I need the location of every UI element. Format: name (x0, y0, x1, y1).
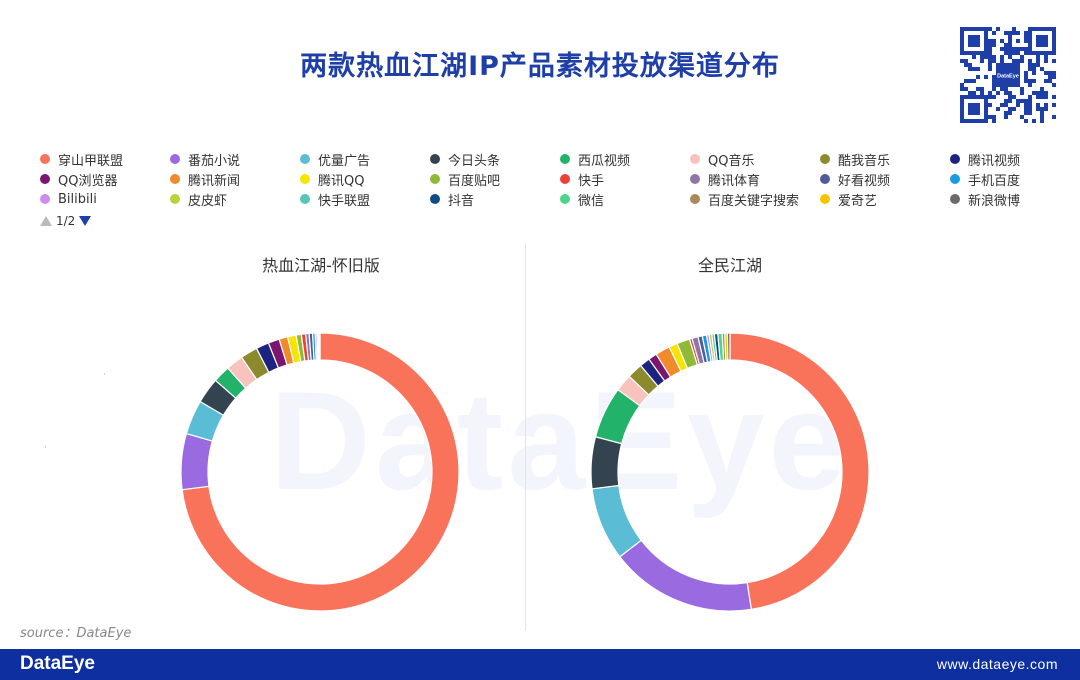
legend-dot (950, 174, 960, 184)
legend-label: 抖音 (448, 193, 475, 209)
legend-dot (430, 194, 440, 204)
chart-title-left: 热血江湖-怀旧版 (262, 256, 380, 275)
legend-item[interactable]: 今日头条 (430, 150, 501, 169)
watermark-logo: DataEye (269, 362, 851, 519)
footer-bar: DataEye www.dataeye.com (0, 649, 1080, 680)
legend-label: 快手联盟 (318, 193, 371, 209)
legend-pager: 1/2 (40, 214, 92, 228)
legend-label: QQ音乐 (708, 153, 755, 169)
legend-dot (300, 194, 310, 204)
legend-label: 皮皮虾 (188, 193, 228, 209)
legend-item[interactable]: QQ浏览器 (40, 170, 118, 189)
legend-dot (430, 154, 440, 164)
legend-dot (950, 154, 960, 164)
decor-mark: · (103, 370, 106, 380)
decor-mark: · (44, 443, 47, 453)
donut-slice-穿山甲联盟[interactable] (181, 332, 460, 612)
donut-slice-番茄小说[interactable] (180, 432, 214, 491)
legend-label: 穿山甲联盟 (58, 153, 124, 169)
legend-dot (170, 154, 180, 164)
donut-slice-穿山甲联盟[interactable] (729, 332, 870, 611)
legend-label: 爱奇艺 (838, 193, 878, 209)
legend-label: 手机百度 (968, 173, 1021, 189)
qr-code-icon: DataEye (960, 27, 1056, 123)
legend-item[interactable]: 腾讯新闻 (170, 170, 241, 189)
qr-logo-text: DataEye (997, 74, 1019, 80)
legend-label: 百度贴吧 (448, 173, 501, 189)
legend-dot (690, 154, 700, 164)
legend-item[interactable]: 好看视频 (820, 170, 891, 189)
legend-item[interactable]: 腾讯视频 (950, 150, 1021, 169)
legend-dot (170, 174, 180, 184)
legend-dot (40, 154, 50, 164)
legend-item[interactable]: 穿山甲联盟 (40, 150, 124, 169)
legend-item[interactable]: 酷我音乐 (820, 150, 891, 169)
legend-dot (40, 194, 50, 204)
legend-label: 快手 (578, 173, 605, 189)
legend-dot (560, 174, 570, 184)
page-up-icon[interactable] (40, 216, 52, 226)
footer-url[interactable]: www.dataeye.com (936, 656, 1058, 672)
chart-divider (525, 243, 526, 631)
legend-label: 腾讯体育 (708, 173, 761, 189)
legend-item[interactable]: Bilibili (40, 190, 97, 208)
legend-item[interactable]: 番茄小说 (170, 150, 241, 169)
legend-dot (170, 194, 180, 204)
legend-label: 西瓜视频 (578, 153, 631, 169)
legend-label: Bilibili (58, 191, 97, 207)
donut-slice-优量广告[interactable] (591, 484, 643, 558)
footer-logo: DataEye (20, 653, 95, 674)
donut-left (180, 332, 460, 612)
legend-dot (560, 194, 570, 204)
legend-label: 微信 (578, 193, 605, 209)
legend-item[interactable]: 皮皮虾 (170, 190, 228, 209)
legend-dot (560, 154, 570, 164)
legend-dot (40, 174, 50, 184)
legend-label: 好看视频 (838, 173, 891, 189)
page-title: 两款热血江湖IP产品素材投放渠道分布 (300, 51, 780, 82)
legend-dot (820, 194, 830, 204)
legend-dot (300, 154, 310, 164)
legend-label: 腾讯新闻 (188, 173, 241, 189)
legend-label: QQ浏览器 (58, 173, 118, 189)
legend-item[interactable]: 腾讯QQ (300, 170, 365, 189)
legend-item[interactable]: 微信 (560, 190, 605, 209)
pager-label: 1/2 (56, 214, 76, 228)
donut-right (590, 332, 870, 612)
donut-slice-番茄小说[interactable] (618, 539, 753, 612)
legend-dot (950, 194, 960, 204)
legend-item[interactable]: 手机百度 (950, 170, 1021, 189)
legend-item[interactable]: 抖音 (430, 190, 475, 209)
legend-label: 优量广告 (318, 153, 371, 169)
legend-dot (820, 174, 830, 184)
legend-label: 番茄小说 (188, 153, 241, 169)
source-note: source：DataEye (20, 626, 132, 641)
legend-dot (690, 174, 700, 184)
legend-label: 腾讯QQ (318, 173, 365, 189)
legend-label: 新浪微博 (968, 193, 1021, 209)
legend-label: 今日头条 (448, 153, 501, 169)
page-down-icon[interactable] (79, 216, 92, 226)
legend-item[interactable]: QQ音乐 (690, 150, 755, 169)
donut-slice-今日头条[interactable] (590, 436, 623, 490)
legend-item[interactable]: 百度关键字搜索 (690, 190, 800, 209)
legend-item[interactable]: 优量广告 (300, 150, 371, 169)
legend-dot (820, 154, 830, 164)
legend-item[interactable]: 西瓜视频 (560, 150, 631, 169)
legend-item[interactable]: 腾讯体育 (690, 170, 761, 189)
legend-label: 腾讯视频 (968, 153, 1021, 169)
legend-item[interactable]: 快手联盟 (300, 190, 371, 209)
legend-item[interactable]: 快手 (560, 170, 605, 189)
donut-slice-新浪微博[interactable] (726, 332, 731, 361)
legend-label: 百度关键字搜索 (708, 193, 800, 209)
chart-title-right: 全民江湖 (697, 256, 762, 275)
legend-item[interactable]: 百度贴吧 (430, 170, 501, 189)
legend-item[interactable]: 新浪微博 (950, 190, 1021, 209)
legend-label: 酷我音乐 (838, 153, 891, 169)
legend-dot (300, 174, 310, 184)
legend-dot (430, 174, 440, 184)
legend-dot (690, 194, 700, 204)
legend-item[interactable]: 爱奇艺 (820, 190, 878, 209)
